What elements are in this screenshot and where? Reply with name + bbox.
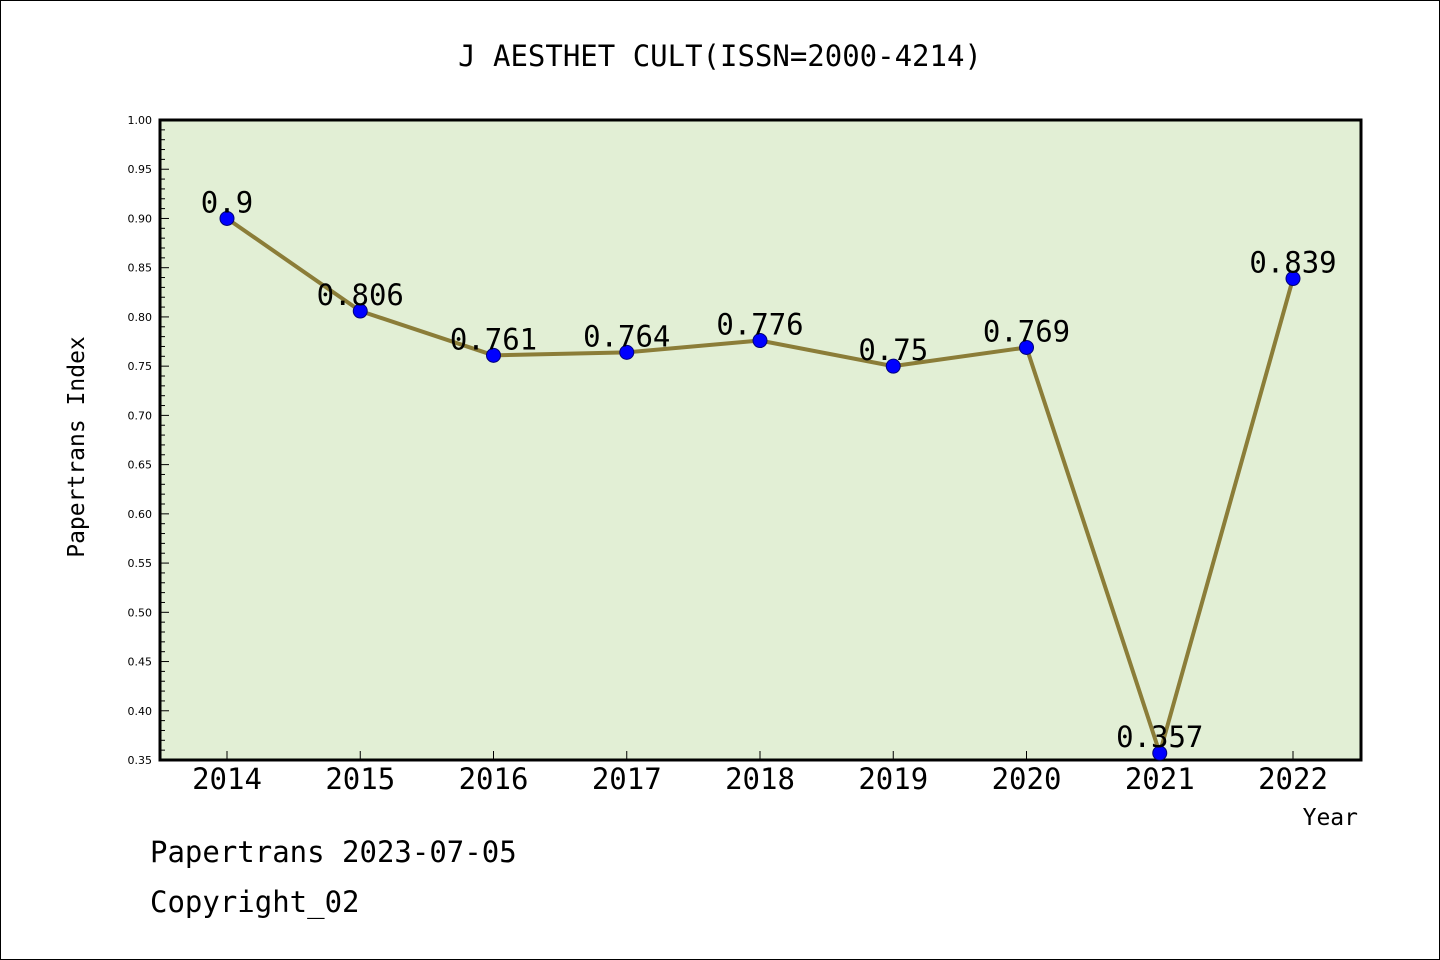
data-point	[1152, 745, 1168, 761]
y-tick-label: 0.75	[128, 360, 153, 373]
y-tick-label: 0.55	[128, 557, 153, 570]
y-axis-title: Papertrans Index	[64, 336, 90, 558]
data-point	[885, 358, 901, 374]
data-label: 0.75	[858, 333, 928, 367]
data-label: 0.776	[716, 308, 803, 342]
y-tick-label: 0.45	[128, 656, 153, 669]
data-label: 0.769	[983, 314, 1070, 348]
y-tick-label: 0.65	[128, 459, 153, 472]
x-tick-label: 2018	[725, 762, 795, 796]
data-point	[1285, 271, 1301, 287]
x-tick-label: 2019	[858, 762, 928, 796]
y-tick-label: 0.80	[128, 311, 153, 324]
y-tick-label: 0.50	[128, 606, 153, 619]
data-point	[219, 210, 235, 226]
plot-area	[158, 118, 1363, 762]
data-label: 0.761	[450, 322, 537, 356]
y-tick-label: 0.35	[128, 754, 153, 767]
x-tick-label: 2020	[992, 762, 1062, 796]
data-label: 0.357	[1116, 720, 1203, 754]
data-point	[619, 344, 635, 360]
data-point	[1019, 339, 1034, 355]
data-point	[752, 333, 768, 349]
y-tick-label: 0.70	[128, 409, 153, 422]
y-tick-label: 0.95	[128, 163, 153, 176]
series-markers	[219, 210, 1301, 761]
data-point	[352, 303, 368, 319]
x-tick-label: 2016	[459, 762, 529, 796]
y-tick-label: 0.40	[128, 705, 153, 718]
data-point	[486, 347, 501, 363]
x-axis-title: Year	[1303, 805, 1358, 831]
x-tick-label: 2022	[1258, 762, 1328, 796]
x-tick-label: 2015	[325, 762, 395, 796]
y-tick-label: 0.60	[128, 508, 153, 521]
data-label: 0.764	[583, 319, 670, 353]
y-tick-label: 1.00	[128, 114, 153, 127]
x-tick-label: 2021	[1125, 762, 1195, 796]
x-tick-label: 2017	[592, 762, 662, 796]
footer-date: Papertrans 2023-07-05	[150, 835, 517, 869]
x-axis: 2014 2015 2016 2017 2018 2019 2020 2021 2022	[192, 751, 1328, 796]
data-label: 0.839	[1249, 246, 1336, 280]
x-tick-label: 2014	[192, 762, 262, 796]
y-tick-label: 0.85	[128, 262, 153, 275]
data-labels: 0.9 0.806 0.761 0.764 0.776 0.75 0.769 0.357 0.8…	[201, 185, 1337, 754]
footer-copyright: Copyright_02	[150, 885, 360, 919]
y-axis: 0.35 0.40 0.45 0.50 0.55 0.60 0.65 0.70 0.75 0.80…	[128, 114, 169, 767]
data-label: 0.9	[201, 185, 253, 219]
data-label: 0.806	[317, 278, 404, 312]
chart-title: J AESTHET CULT(ISSN=2000-4214)	[458, 39, 982, 73]
y-tick-label: 0.90	[128, 212, 153, 225]
